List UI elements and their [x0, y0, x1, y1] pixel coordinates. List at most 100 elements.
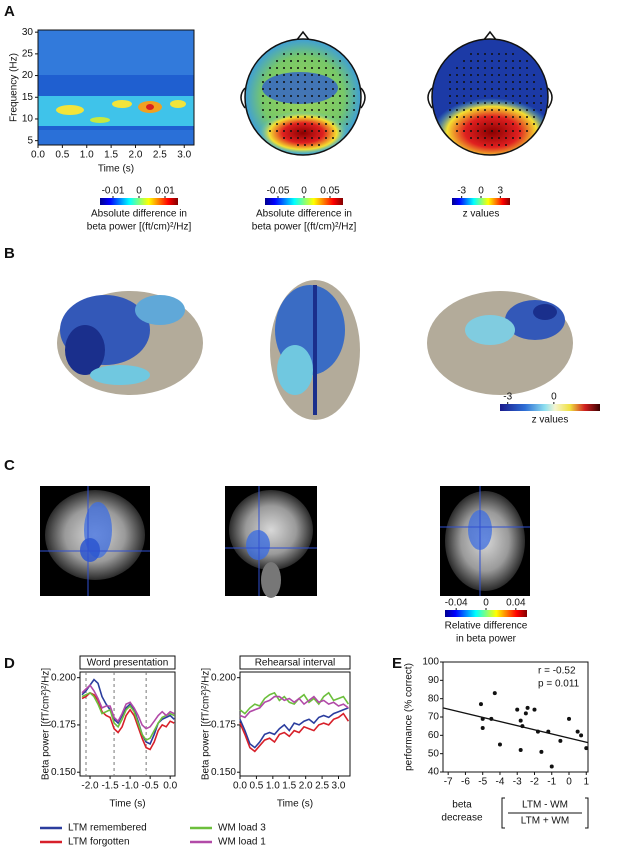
y-tick-label: 50 — [428, 748, 440, 759]
sensor-dot — [484, 102, 486, 104]
sensor-dot — [505, 67, 507, 69]
sensor-dot — [533, 116, 535, 118]
sensor-dot — [304, 53, 306, 55]
x-tick-label: 1.0 — [80, 150, 94, 161]
sensor-dot — [269, 95, 271, 97]
sensor-dot — [477, 88, 479, 90]
sensor-dot — [276, 67, 278, 69]
sensor-dot — [456, 81, 458, 83]
sensor-dot — [262, 74, 264, 76]
x-tick-label: 0.5 — [55, 150, 69, 161]
x-tick-label: -1.0 — [121, 781, 139, 792]
sensor-dot — [318, 123, 320, 125]
x-tick-label: 2.5 — [315, 781, 329, 792]
scatter-point — [480, 726, 485, 730]
data-line — [81, 691, 175, 751]
sensor-dot — [505, 74, 507, 76]
data-line — [239, 691, 350, 715]
sensor-dot — [290, 81, 292, 83]
sensor-dot — [283, 88, 285, 90]
sensor-dot — [262, 95, 264, 97]
sensor-dot — [276, 95, 278, 97]
mri-axial — [440, 486, 530, 596]
sensor-dot — [297, 81, 299, 83]
sensor-dot — [456, 116, 458, 118]
sensor-dot — [512, 60, 514, 62]
sensor-dot — [283, 123, 285, 125]
sensor-dot — [304, 109, 306, 111]
sensor-dot — [332, 102, 334, 104]
sensor-dot — [339, 74, 341, 76]
colorbar-tick-label: -3 — [457, 186, 466, 197]
sensor-dot — [353, 88, 355, 90]
sensor-dot — [325, 60, 327, 62]
sensor-dot — [505, 102, 507, 104]
sensor-dot — [269, 67, 271, 69]
sensor-dot — [526, 88, 528, 90]
sensor-dot — [283, 74, 285, 76]
sensor-dot — [463, 81, 465, 83]
sensor-dot — [283, 109, 285, 111]
x-tick-label: -7 — [444, 777, 453, 788]
colorbar — [100, 198, 178, 205]
brain-right — [427, 291, 573, 395]
x-tick-label: -6 — [461, 777, 470, 788]
sensor-dot — [318, 74, 320, 76]
sensor-dot — [519, 81, 521, 83]
sensor-dot — [484, 109, 486, 111]
sensor-dot — [332, 137, 334, 139]
x-tick-label: 3.0 — [177, 150, 191, 161]
sensor-dot — [318, 60, 320, 62]
sensor-dot — [470, 74, 472, 76]
sensor-dot — [311, 60, 313, 62]
data-line — [239, 695, 349, 719]
sensor-dot — [332, 130, 334, 132]
sensor-dot — [346, 81, 348, 83]
y-tick-label: 80 — [428, 693, 440, 704]
sensor-dot — [290, 88, 292, 90]
sensor-dot — [463, 109, 465, 111]
sensor-dot — [505, 81, 507, 83]
x-tick-label: -1 — [547, 777, 556, 788]
scatter-point — [515, 707, 520, 712]
sensor-dot — [297, 60, 299, 62]
sensor-dot — [449, 81, 451, 83]
sensor-dot — [463, 123, 465, 125]
sensor-dot — [449, 95, 451, 97]
sensor-dot — [449, 102, 451, 104]
sensor-dot — [540, 109, 542, 111]
data-line — [81, 683, 175, 730]
sensor-dot — [491, 53, 493, 55]
annotation: r = -0.52 — [538, 666, 576, 677]
sensor-dot — [318, 88, 320, 90]
fit-line — [442, 707, 589, 744]
sensor-dot — [269, 123, 271, 125]
sensor-dot — [477, 74, 479, 76]
sensor-dot — [477, 95, 479, 97]
sensor-dot — [519, 116, 521, 118]
sensor-dot — [519, 88, 521, 90]
sensor-dot — [526, 116, 528, 118]
y-tick-label: 15 — [22, 92, 34, 103]
sensor-dot — [484, 130, 486, 132]
sensor-dot — [498, 116, 500, 118]
sensor-dot — [269, 88, 271, 90]
sensor-dot — [290, 67, 292, 69]
sensor-dot — [290, 60, 292, 62]
sensor-dot — [332, 116, 334, 118]
sensor-dot — [311, 130, 313, 132]
x-axis-label: beta — [452, 800, 472, 811]
sensor-dot — [491, 60, 493, 62]
colorbar-caption: z values — [532, 415, 569, 426]
scatter-point — [584, 746, 589, 751]
colorbar-tick-label: 0.05 — [320, 186, 340, 197]
sensor-dot — [498, 144, 500, 146]
colorbar-tick-label: 0.04 — [506, 598, 526, 609]
sensor-dot — [456, 102, 458, 104]
sensor-dot — [290, 123, 292, 125]
sensor-dot — [262, 109, 264, 111]
sensor-dot — [463, 95, 465, 97]
y-tick-label: 100 — [422, 657, 439, 668]
sensor-dot — [325, 109, 327, 111]
